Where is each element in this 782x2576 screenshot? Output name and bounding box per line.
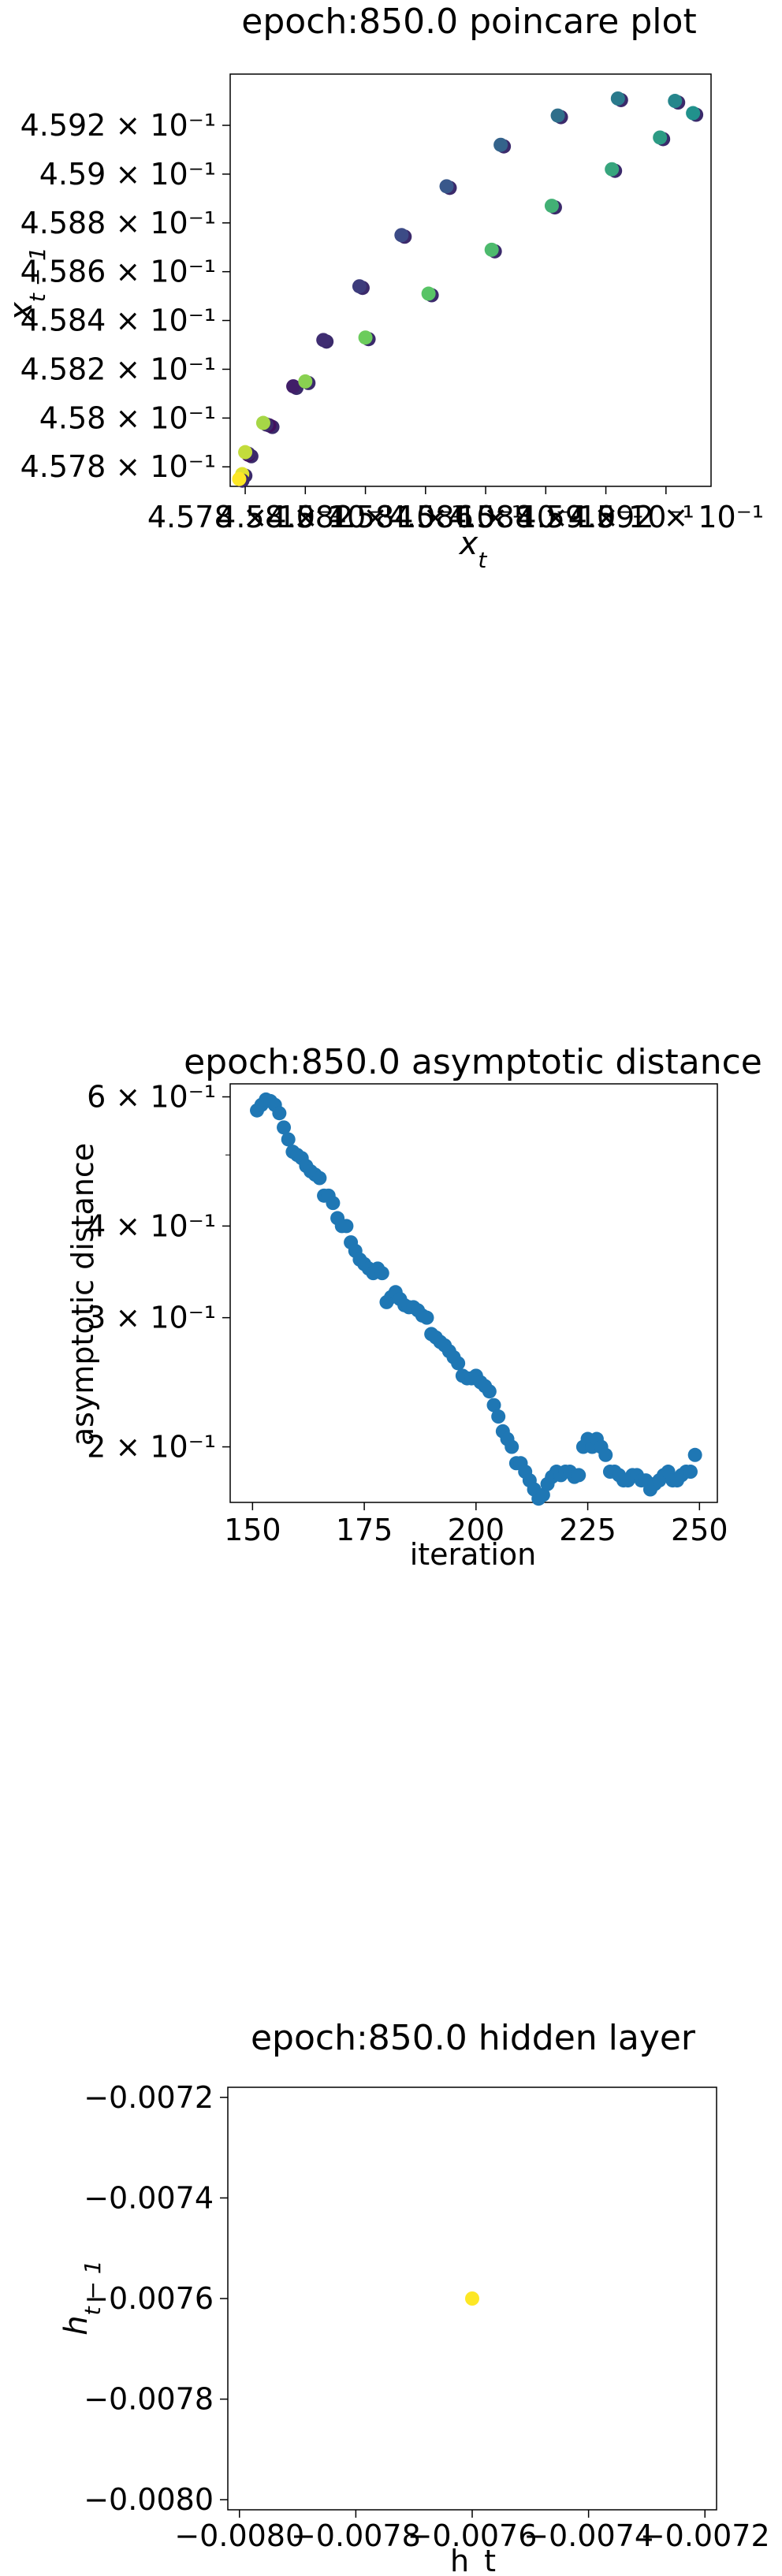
poincare-point — [232, 471, 247, 486]
poincare-point — [544, 199, 559, 214]
asymptotic-distance-point — [535, 1487, 550, 1502]
poincare-point — [686, 106, 701, 121]
asymptotic-distance-points — [250, 1092, 702, 1506]
poincare-x-tick-label: 4.582 × 10⁻¹ — [267, 500, 463, 534]
poincare-y-tick-label: 4.584 × 10⁻¹ — [20, 303, 216, 338]
asymptotic-distance-xlabel: iteration — [410, 1537, 537, 1572]
poincare-x-tick-label: 4.59 × 10⁻¹ — [517, 500, 694, 534]
asymptotic-distance-point — [598, 1447, 613, 1462]
asymptotic-distance-point — [505, 1439, 519, 1454]
hidden-x-tick-label: −0.0078 — [291, 2518, 421, 2553]
asymptotic-distance-point — [687, 1447, 702, 1462]
asymptotic-x-tick-label: 150 — [224, 1513, 281, 1547]
poincare-point — [550, 108, 565, 123]
asymptotic-y-tick-label: 6 × 10⁻¹ — [87, 1079, 216, 1114]
poincare-point — [298, 374, 313, 389]
poincare-x-tick-label: 4.584 × 10⁻¹ — [328, 500, 523, 534]
poincare-point — [653, 130, 668, 145]
asymptotic-distance-point — [491, 1409, 506, 1424]
asymptotic-distance-x-ticks: 150 175 200 225 250 — [224, 1502, 728, 1547]
poincare-point — [238, 445, 253, 460]
poincare-plot-points — [232, 91, 704, 488]
poincare-point — [439, 179, 454, 194]
asymptotic-distance-point — [572, 1468, 586, 1483]
poincare-point — [316, 333, 331, 348]
poincare-point — [255, 415, 270, 430]
poincare-point — [484, 242, 499, 257]
asymptotic-distance-point — [326, 1196, 341, 1211]
asymptotic-x-tick-label: 250 — [671, 1513, 728, 1547]
poincare-plot-x-ticks: 4.578 × 10⁻¹4.58 × 10⁻¹4.582 × 10⁻¹4.584… — [147, 486, 764, 534]
hidden-y-tick-label: −0.0074 — [84, 2180, 214, 2215]
poincare-point — [605, 162, 620, 177]
poincare-y-tick-label: 4.592 × 10⁻¹ — [20, 108, 216, 143]
asymptotic-distance-point — [683, 1465, 698, 1480]
poincare-point — [352, 279, 367, 294]
poincare-point — [286, 379, 301, 394]
hidden-layer-x-ticks: −0.0080−0.0078−0.0076−0.0074−0.0072 — [174, 2510, 770, 2553]
asymptotic-distance-point — [486, 1398, 501, 1413]
asymptotic-distance-point — [281, 1132, 296, 1147]
poincare-plot-y-ticks: 4.578 × 10⁻¹ 4.58 × 10⁻¹ 4.582 × 10⁻¹ 4.584… — [20, 108, 230, 484]
asymptotic-distance-point — [419, 1310, 434, 1325]
asymptotic-distance-frame — [229, 1083, 718, 1503]
poincare-point — [421, 286, 436, 301]
asymptotic-distance-title: epoch:850.0 asymptotic distance — [184, 1042, 762, 1082]
asymptotic-distance-point — [482, 1384, 497, 1399]
hidden-x-tick-label: −0.0080 — [174, 2518, 304, 2553]
poincare-x-tick-label: 4.586 × 10⁻¹ — [388, 500, 583, 534]
poincare-y-tick-label: 4.58 × 10⁻¹ — [39, 400, 216, 435]
poincare-y-tick-label: 4.59 × 10⁻¹ — [39, 157, 216, 192]
asymptotic-distance-panel: epoch:850.0 asymptotic distance 150 175 20… — [65, 1042, 762, 1572]
poincare-point — [394, 228, 409, 243]
poincare-x-tick-label: 4.58 × 10⁻¹ — [217, 500, 393, 534]
hidden-x-tick-label: −0.0074 — [523, 2518, 654, 2553]
hidden-y-tick-label: −0.0072 — [84, 2080, 214, 2115]
hidden-layer-xlabel: h_t — [450, 2544, 496, 2576]
poincare-plot-panel: epoch:850.0 poincare plot 4.578 × 10⁻¹4.… — [3, 2, 764, 573]
asymptotic-distance-point — [272, 1106, 287, 1121]
asymptotic-distance-point — [339, 1219, 354, 1234]
poincare-point — [493, 137, 508, 152]
hidden-y-tick-label: −0.0076 — [84, 2281, 214, 2316]
hidden-layer-title: epoch:850.0 hidden layer — [251, 2018, 696, 2058]
asymptotic-x-tick-label: 200 — [448, 1513, 505, 1547]
asymptotic-distance-point — [277, 1120, 292, 1135]
hidden-layer-ylabel: ht − 1 — [58, 2260, 106, 2335]
poincare-x-tick-label: 4.588 × 10⁻¹ — [448, 500, 643, 534]
hidden-layer-y-ticks: −0.0080 −0.0078 −0.0076 −0.0074 −0.0072 — [84, 2080, 228, 2517]
poincare-y-tick-label: 4.588 × 10⁻¹ — [20, 206, 216, 240]
asymptotic-distance-y-ticks: 2 × 10⁻¹ 3 × 10⁻¹ 4 × 10⁻¹ 6 × 10⁻¹ — [87, 1079, 230, 1465]
asymptotic-y-tick-label: 4 × 10⁻¹ — [87, 1208, 216, 1243]
poincare-point — [610, 91, 625, 106]
poincare-point — [668, 94, 683, 109]
asymptotic-x-tick-label: 225 — [559, 1513, 616, 1547]
asymptotic-distance-point — [451, 1356, 466, 1371]
hidden-x-tick-label: −0.0072 — [640, 2518, 770, 2553]
poincare-x-tick-label: 4.578 × 10⁻¹ — [147, 500, 343, 534]
poincare-point — [358, 330, 373, 345]
poincare-plot-title: epoch:850.0 poincare plot — [241, 2, 696, 42]
hidden-layer-point — [465, 2291, 479, 2306]
poincare-plot-frame — [229, 73, 712, 487]
hidden-layer-points — [465, 2291, 479, 2306]
asymptotic-distance-point — [374, 1266, 389, 1281]
asymptotic-x-tick-label: 175 — [336, 1513, 393, 1547]
hidden-y-tick-label: −0.0078 — [84, 2382, 214, 2417]
asymptotic-distance-ylabel: asymptotic distance — [65, 1143, 100, 1446]
poincare-x-tick-label: 4.592 × 10⁻¹ — [568, 500, 764, 534]
asymptotic-y-tick-label: 3 × 10⁻¹ — [87, 1301, 216, 1335]
hidden-y-tick-label: −0.0080 — [84, 2482, 214, 2517]
hidden-x-tick-label: −0.0076 — [408, 2518, 538, 2553]
poincare-y-tick-label: 4.578 × 10⁻¹ — [20, 449, 216, 484]
asymptotic-distance-point — [312, 1171, 327, 1186]
hidden-layer-panel: epoch:850.0 hidden layer −0.0080−0.0078−… — [58, 2018, 770, 2576]
asymptotic-y-tick-label: 2 × 10⁻¹ — [87, 1430, 216, 1465]
poincare-y-tick-label: 4.582 × 10⁻¹ — [20, 352, 216, 386]
poincare-y-tick-label: 4.586 × 10⁻¹ — [20, 255, 216, 289]
